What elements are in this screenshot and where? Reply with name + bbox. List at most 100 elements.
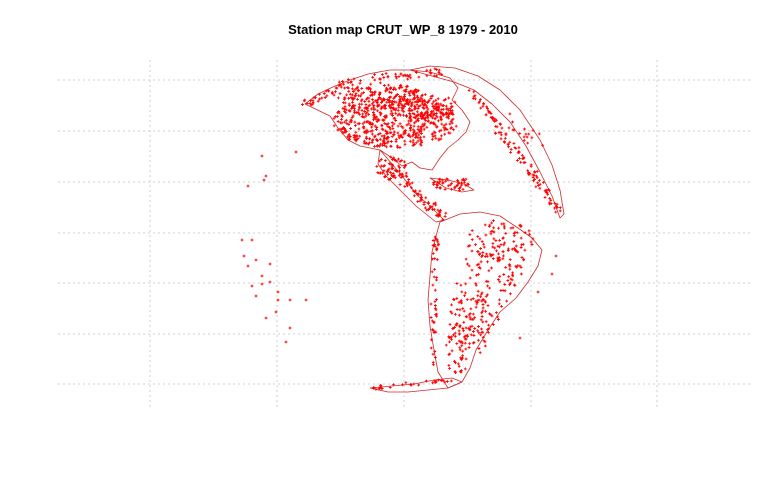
station-marker bbox=[387, 167, 391, 171]
station-marker bbox=[406, 77, 409, 81]
station-marker bbox=[519, 236, 523, 240]
station-marker bbox=[476, 250, 480, 254]
station-marker bbox=[465, 333, 469, 337]
station-marker bbox=[478, 100, 481, 104]
station-marker bbox=[444, 122, 448, 126]
station-marker bbox=[468, 276, 472, 280]
station-marker bbox=[503, 136, 507, 140]
station-marker bbox=[502, 273, 506, 276]
station-marker bbox=[480, 327, 483, 331]
station-marker bbox=[391, 114, 394, 117]
station-marker bbox=[479, 333, 482, 337]
station-marker bbox=[493, 120, 497, 123]
station-marker bbox=[433, 288, 437, 292]
station-marker bbox=[449, 126, 453, 130]
station-marker bbox=[354, 92, 358, 95]
station-marker bbox=[506, 249, 510, 252]
station-marker bbox=[423, 93, 427, 96]
station-marker bbox=[418, 98, 421, 102]
station-marker bbox=[535, 174, 538, 178]
station-marker bbox=[413, 121, 416, 125]
station-marker bbox=[514, 249, 518, 253]
station-marker bbox=[373, 107, 377, 111]
station-marker bbox=[487, 323, 490, 327]
station-marker bbox=[558, 209, 562, 213]
station-marker bbox=[408, 98, 412, 102]
station-marker bbox=[529, 240, 533, 244]
station-marker bbox=[433, 123, 437, 127]
station-marker bbox=[462, 309, 466, 313]
station-marker bbox=[431, 239, 435, 242]
station-marker bbox=[409, 186, 413, 190]
station-marker bbox=[447, 335, 451, 339]
station-marker bbox=[494, 239, 498, 242]
station-marker bbox=[376, 144, 379, 147]
station-marker bbox=[474, 305, 478, 309]
station-marker bbox=[302, 99, 306, 103]
station-marker bbox=[431, 116, 434, 120]
station-marker bbox=[359, 79, 362, 82]
station-marker bbox=[242, 254, 246, 258]
station-marker bbox=[476, 235, 480, 238]
station-marker bbox=[398, 95, 401, 98]
station-marker bbox=[430, 270, 434, 274]
station-marker bbox=[439, 102, 443, 106]
station-marker bbox=[343, 127, 346, 130]
station-marker bbox=[407, 122, 411, 126]
station-marker bbox=[385, 145, 388, 149]
station-marker bbox=[487, 331, 490, 334]
station-marker bbox=[404, 381, 408, 385]
station-marker bbox=[400, 104, 404, 107]
station-marker bbox=[486, 304, 490, 307]
station-marker bbox=[482, 102, 486, 106]
station-marker bbox=[362, 91, 365, 94]
station-marker bbox=[461, 327, 465, 330]
station-marker bbox=[427, 208, 430, 211]
station-marker bbox=[521, 242, 525, 246]
station-marker bbox=[383, 142, 387, 145]
station-marker bbox=[370, 102, 374, 106]
station-marker bbox=[530, 243, 534, 246]
station-marker bbox=[449, 379, 453, 383]
station-marker bbox=[372, 104, 376, 107]
station-marker bbox=[464, 357, 468, 361]
station-marker bbox=[479, 106, 483, 110]
station-marker bbox=[549, 198, 553, 202]
station-marker bbox=[409, 76, 413, 80]
station-marker bbox=[398, 160, 402, 163]
station-marker bbox=[376, 104, 380, 107]
station-marker bbox=[363, 100, 367, 103]
station-marker bbox=[336, 128, 340, 132]
station-marker bbox=[530, 136, 534, 140]
station-marker bbox=[491, 242, 495, 245]
station-marker bbox=[463, 341, 467, 345]
station-marker bbox=[511, 274, 515, 278]
station-marker bbox=[457, 339, 461, 343]
station-marker bbox=[379, 113, 382, 117]
station-marker bbox=[438, 210, 442, 214]
station-marker bbox=[518, 223, 522, 227]
station-marker bbox=[461, 307, 465, 310]
station-marker bbox=[421, 113, 425, 117]
station-marker bbox=[386, 88, 389, 92]
station-marker bbox=[519, 266, 523, 269]
station-marker bbox=[420, 94, 424, 98]
station-marker bbox=[390, 121, 394, 124]
station-marker bbox=[373, 78, 377, 82]
station-marker bbox=[453, 185, 457, 189]
station-marker bbox=[431, 352, 435, 356]
station-marker bbox=[509, 281, 512, 285]
station-marker bbox=[492, 226, 495, 230]
station-marker bbox=[458, 370, 462, 373]
station-marker bbox=[545, 189, 548, 193]
station-marker bbox=[355, 86, 359, 90]
station-marker bbox=[498, 239, 501, 242]
station-marker bbox=[434, 213, 438, 217]
station-marker bbox=[514, 244, 518, 248]
station-marker bbox=[444, 211, 448, 215]
station-marker bbox=[324, 89, 328, 93]
station-marker bbox=[439, 128, 443, 132]
station-marker bbox=[390, 109, 393, 113]
station-marker bbox=[423, 122, 427, 126]
station-marker bbox=[374, 117, 378, 121]
